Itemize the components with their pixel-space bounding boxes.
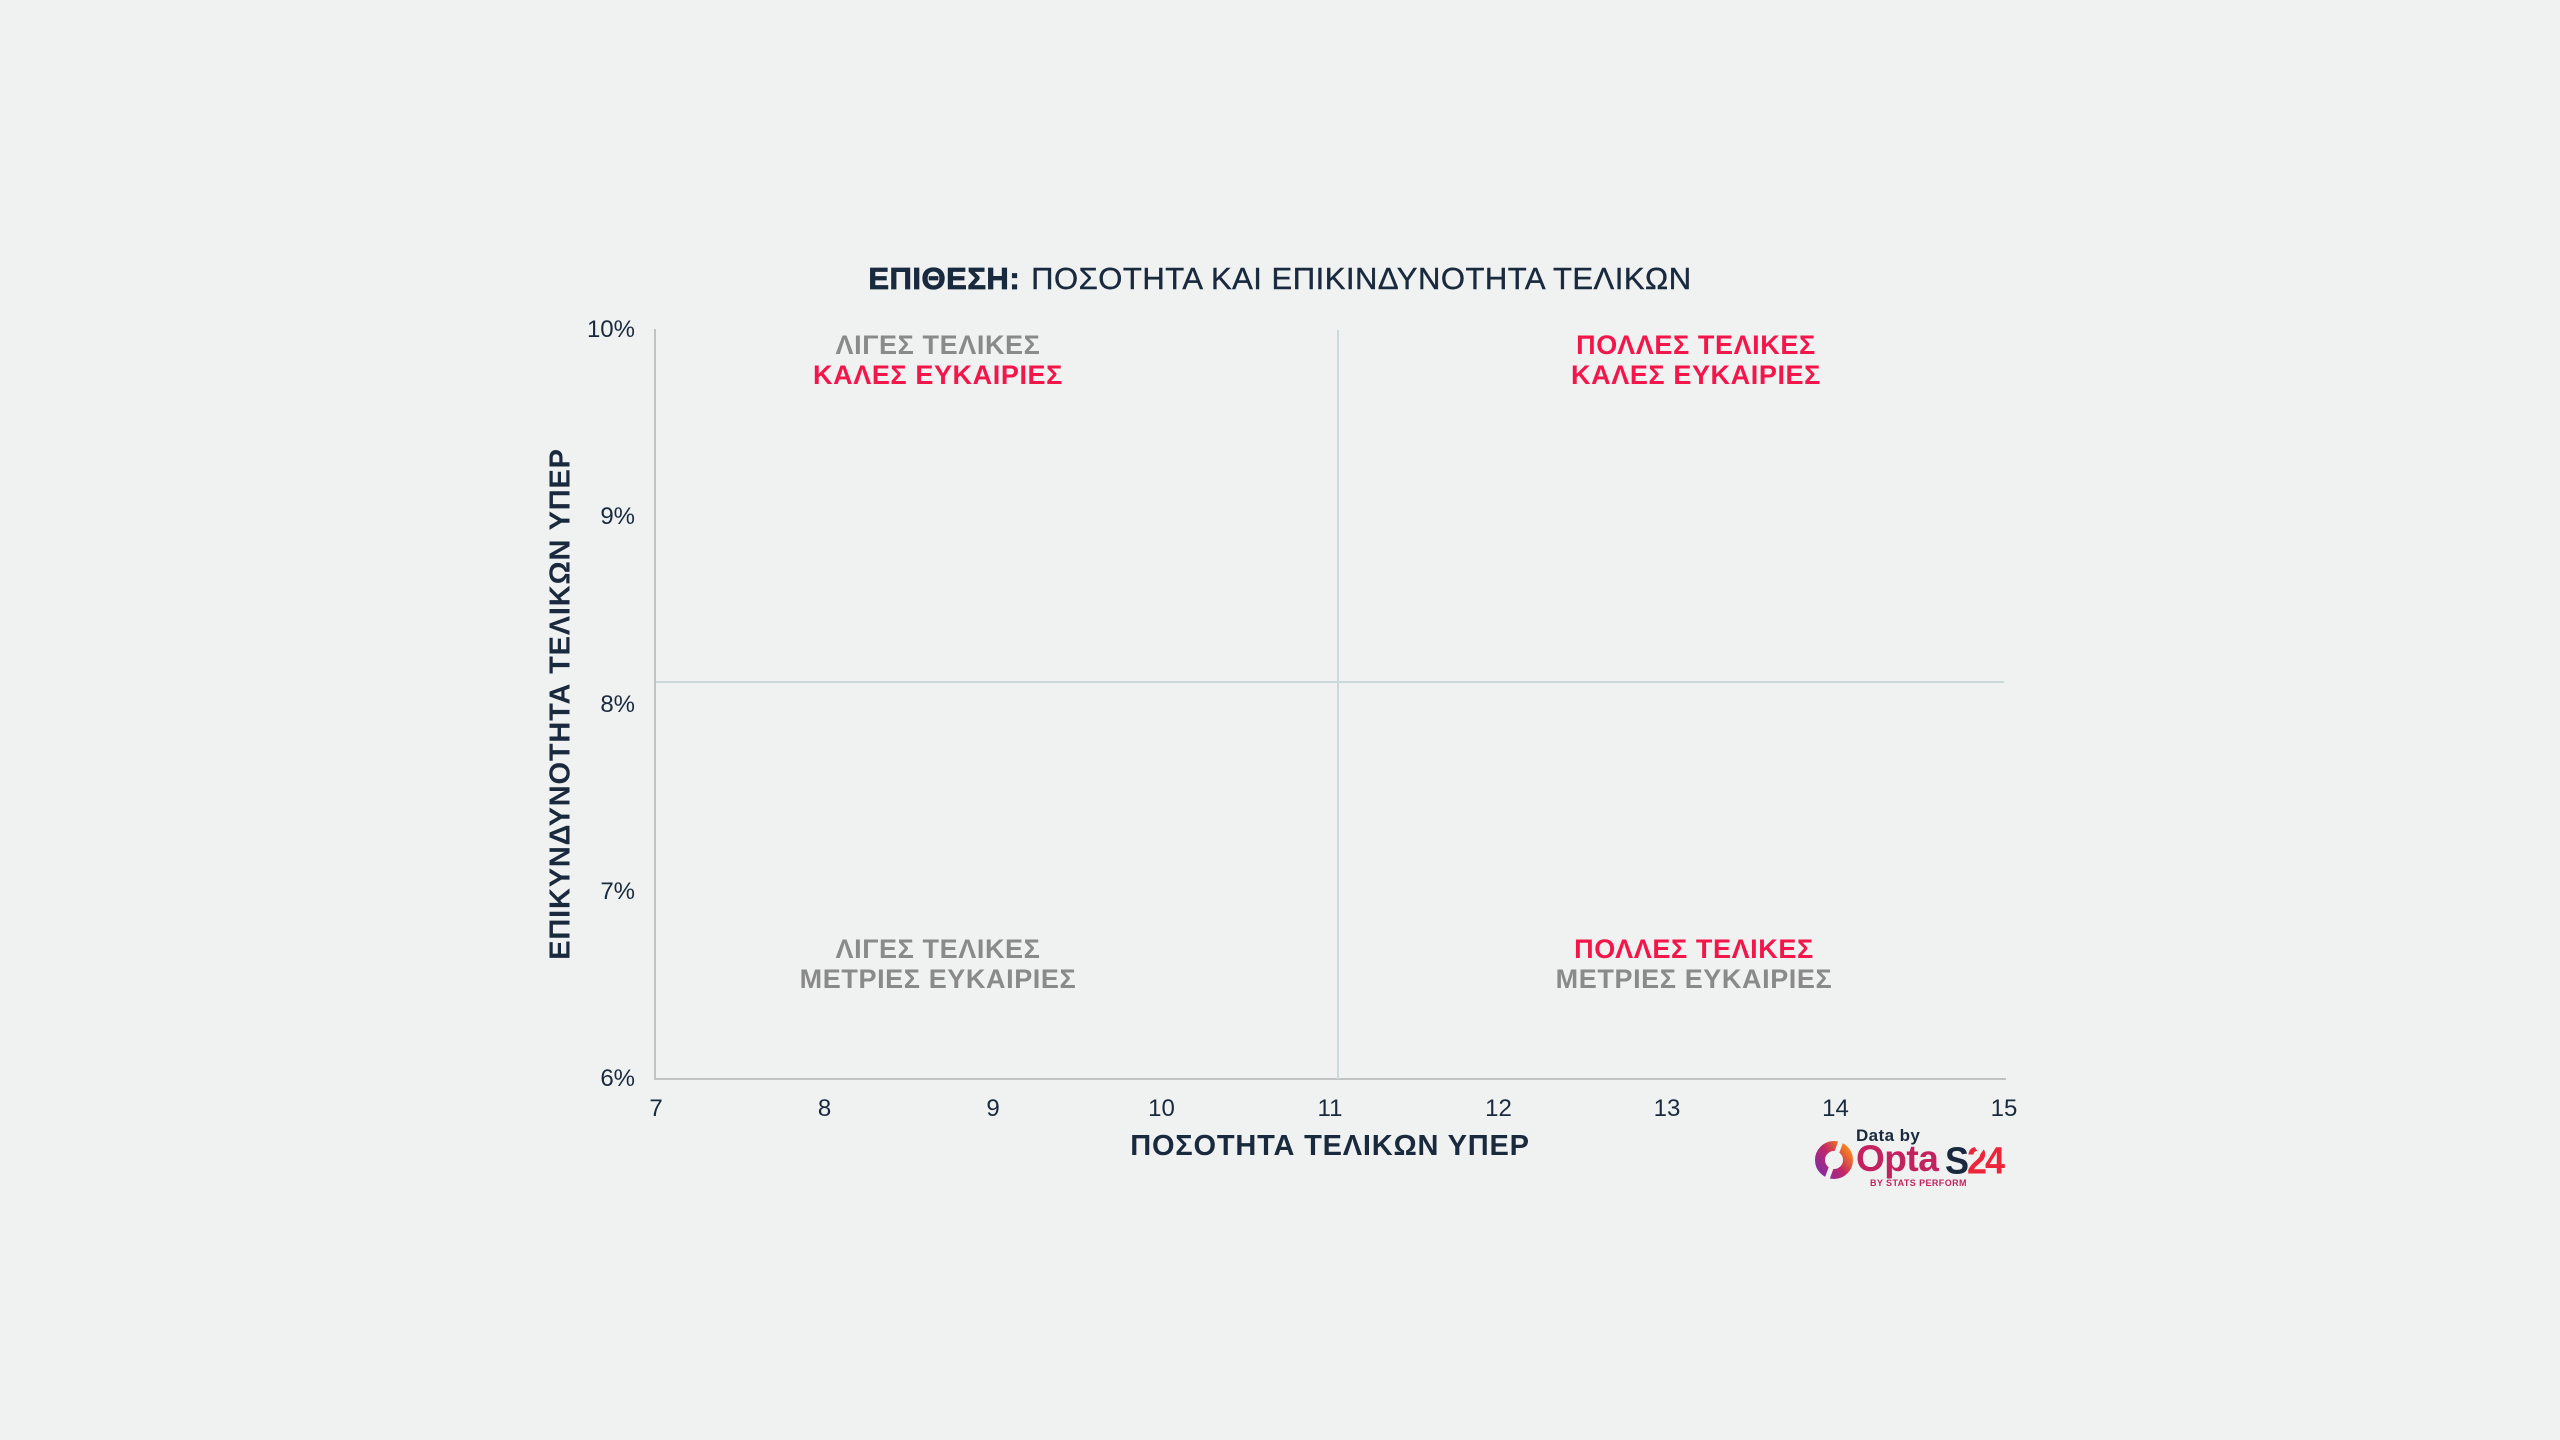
x-tick-label: 10	[1148, 1095, 1175, 1122]
y-tick-label: 9%	[600, 503, 635, 531]
x-tick-label: 9	[986, 1095, 1000, 1122]
y-tick-label: 10%	[586, 316, 635, 343]
quadrant-divider-horizontal	[656, 681, 2004, 684]
chart-title: ΕΠΙΘΕΣΗ: ΠΟΣΟΤΗΤΑ ΚΑΙ ΕΠΙΚΙΝΔΥΝΟΤΗΤΑ ΤΕΛΙ…	[0, 261, 2560, 297]
y-axis-line	[654, 329, 656, 1079]
plot-area: ΛΙΓΕΣ ΤΕΛΙΚΕΣ ΚΑΛΕΣ ΕΥΚΑΙΡΙΕΣ ΠΟΛΛΕΣ ΤΕΛ…	[656, 330, 2004, 1079]
x-tick-label: 12	[1485, 1095, 1512, 1122]
x-tick-label: 13	[1653, 1095, 1681, 1122]
opta-logo-icon	[1814, 1138, 1854, 1187]
quadrant-divider-vertical	[1337, 330, 1340, 1079]
quadrant-label-line: ΚΑΛΕΣ ΕΥΚΑΙΡΙΕΣ	[1571, 360, 1821, 390]
quadrant-label-line: ΛΙΓΕΣ ΤΕΛΙΚΕΣ	[835, 330, 1041, 360]
quadrant-label-top-left: ΛΙΓΕΣ ΤΕΛΙΚΕΣ ΚΑΛΕΣ ΕΥΚΑΙΡΙΕΣ	[813, 330, 1063, 390]
y-tick-label: 8%	[600, 690, 635, 718]
chart-title-lead: ΕΠΙΘΕΣΗ:	[868, 261, 1021, 297]
x-tick-label: 15	[1990, 1095, 2018, 1122]
chart-title-rest: ΠΟΣΟΤΗΤΑ ΚΑΙ ΕΠΙΚΙΝΔΥΝΟΤΗΤΑ ΤΕΛΙΚΩΝ	[1031, 261, 1692, 296]
s24-logo-s: S	[1945, 1138, 1969, 1182]
y-axis-title: ΕΠΙΚΥΝΔΥΝΟΤΗΤΑ ΤΕΛΙΚΩΝ ΥΠΕΡ	[544, 448, 577, 960]
quadrant-label-line: ΛΙΓΕΣ ΤΕΛΙΚΕΣ	[835, 934, 1041, 964]
x-tick-label: 14	[1822, 1095, 1849, 1122]
x-tick-label: 8	[817, 1095, 832, 1122]
quadrant-label-line: ΚΑΛΕΣ ΕΥΚΑΙΡΙΕΣ	[813, 360, 1063, 390]
data-by-label: Data by	[1856, 1126, 1921, 1145]
x-axis-line	[654, 1078, 2006, 1080]
s24-logo: S24	[1945, 1138, 2005, 1183]
s24-logo-24: 24	[1967, 1138, 2005, 1182]
s24-logo-notch	[1974, 1146, 1986, 1155]
quadrant-label-bottom-right: ΠΟΛΛΕΣ ΤΕΛΙΚΕΣ ΜΕΤΡΙΕΣ ΕΥΚΑΙΡΙΕΣ	[1556, 934, 1833, 994]
branding-block: Data by Opta BY STATS PERFORM S24	[1808, 1120, 2038, 1200]
quadrant-label-line: ΜΕΤΡΙΕΣ ΕΥΚΑΙΡΙΕΣ	[799, 964, 1077, 994]
y-tick-label: 6%	[600, 1065, 635, 1092]
opta-logo-wordmark: Opta	[1856, 1138, 1939, 1179]
quadrant-label-line: ΜΕΤΡΙΕΣ ΕΥΚΑΙΡΙΕΣ	[1555, 964, 1833, 994]
quadrant-label-line: ΠΟΛΛΕΣ ΤΕΛΙΚΕΣ	[1574, 934, 1814, 964]
quadrant-label-bottom-left: ΛΙΓΕΣ ΤΕΛΙΚΕΣ ΜΕΤΡΙΕΣ ΕΥΚΑΙΡΙΕΣ	[800, 934, 1077, 994]
x-axis-title: ΠΟΣΟΤΗΤΑ ΤΕΛΙΚΩΝ ΥΠΕΡ	[1130, 1130, 1530, 1162]
x-tick-label: 11	[1317, 1095, 1343, 1122]
y-tick-label: 7%	[600, 877, 635, 905]
quadrant-label-line: ΠΟΛΛΕΣ ΤΕΛΙΚΕΣ	[1576, 330, 1816, 360]
x-tick-label: 7	[649, 1095, 663, 1122]
quadrant-label-top-right: ΠΟΛΛΕΣ ΤΕΛΙΚΕΣ ΚΑΛΕΣ ΕΥΚΑΙΡΙΕΣ	[1571, 330, 1821, 390]
opta-stats-perform-label: BY STATS PERFORM	[1870, 1178, 1967, 1188]
